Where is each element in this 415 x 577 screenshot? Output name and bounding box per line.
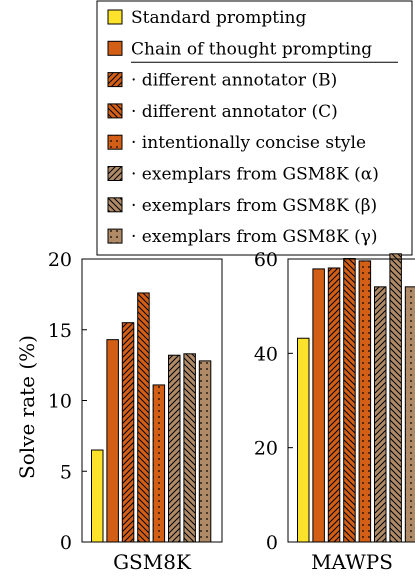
- y-tick-label-gsm8k-15: 15: [48, 320, 72, 342]
- legend-swatch-3: [107, 72, 123, 88]
- bar-gsm8k-8: [198, 360, 212, 543]
- y-tick-label-gsm8k-5: 5: [60, 461, 72, 483]
- bar-mawps-7: [389, 253, 402, 543]
- y-tick-label-gsm8k-0: 0: [60, 532, 72, 554]
- legend-label-1: Standard prompting: [131, 8, 306, 28]
- bar-gsm8k-1: [91, 449, 104, 543]
- x-category-label-mawps: MAWPS: [311, 550, 393, 574]
- legend-label-7: · exemplars from GSM8K (β): [131, 196, 377, 216]
- bar-mawps-2: [312, 268, 325, 543]
- legend-label-3: · different annotator (B): [131, 71, 337, 91]
- bar-mawps-6: [374, 286, 387, 543]
- legend-label-4: · different annotator (C): [131, 102, 338, 122]
- bar-mawps-1: [297, 337, 310, 543]
- legend-swatch-8: [107, 228, 123, 244]
- legend-label-5: · intentionally concise style: [131, 133, 366, 153]
- y-axis-title: Solve rate (%): [15, 335, 39, 479]
- bar-gsm8k-3: [121, 322, 135, 543]
- bar-gsm8k-7: [183, 353, 196, 543]
- legend-label-8: · exemplars from GSM8K (γ): [131, 227, 378, 247]
- y-tick-label-gsm8k-20: 20: [48, 249, 72, 271]
- bar-mawps-8: [404, 286, 415, 543]
- x-category-label-gsm8k: GSM8K: [113, 550, 192, 574]
- legend: Standard prompting Chain of thought promp…: [96, 0, 413, 256]
- bar-mawps-3: [327, 267, 341, 543]
- panel-gsm8k: 0 5 10 15 20 GSM8K: [48, 249, 223, 574]
- panel-frame-mawps: [287, 258, 415, 543]
- bar-gsm8k-6: [168, 354, 181, 543]
- legend-swatch-5: [107, 134, 123, 150]
- bar-gsm8k-4: [137, 292, 150, 543]
- legend-swatch-4: [107, 103, 123, 119]
- y-tick-label-mawps-0: 0: [266, 532, 278, 554]
- bar-mawps-5: [358, 260, 372, 543]
- panel-mawps: 0 20 40 60 MAWPS: [254, 249, 415, 574]
- y-tick-label-gsm8k-10: 10: [48, 391, 72, 413]
- bar-gsm8k-5: [152, 384, 166, 543]
- y-tick-label-mawps-20: 20: [254, 438, 278, 460]
- legend-label-2: Chain of thought prompting: [131, 39, 372, 59]
- legend-swatch-1: [107, 9, 123, 25]
- y-tick-label-mawps-60: 60: [254, 249, 278, 271]
- legend-swatch-6: [107, 166, 123, 181]
- y-tick-label-mawps-40: 40: [254, 343, 278, 365]
- legend-label-6: · exemplars from GSM8K (α): [131, 165, 379, 185]
- legend-frame: [96, 0, 413, 256]
- legend-swatch-7: [107, 197, 123, 213]
- legend-swatch-2: [107, 40, 123, 56]
- bar-mawps-4: [343, 258, 356, 543]
- bar-gsm8k-2: [106, 339, 119, 543]
